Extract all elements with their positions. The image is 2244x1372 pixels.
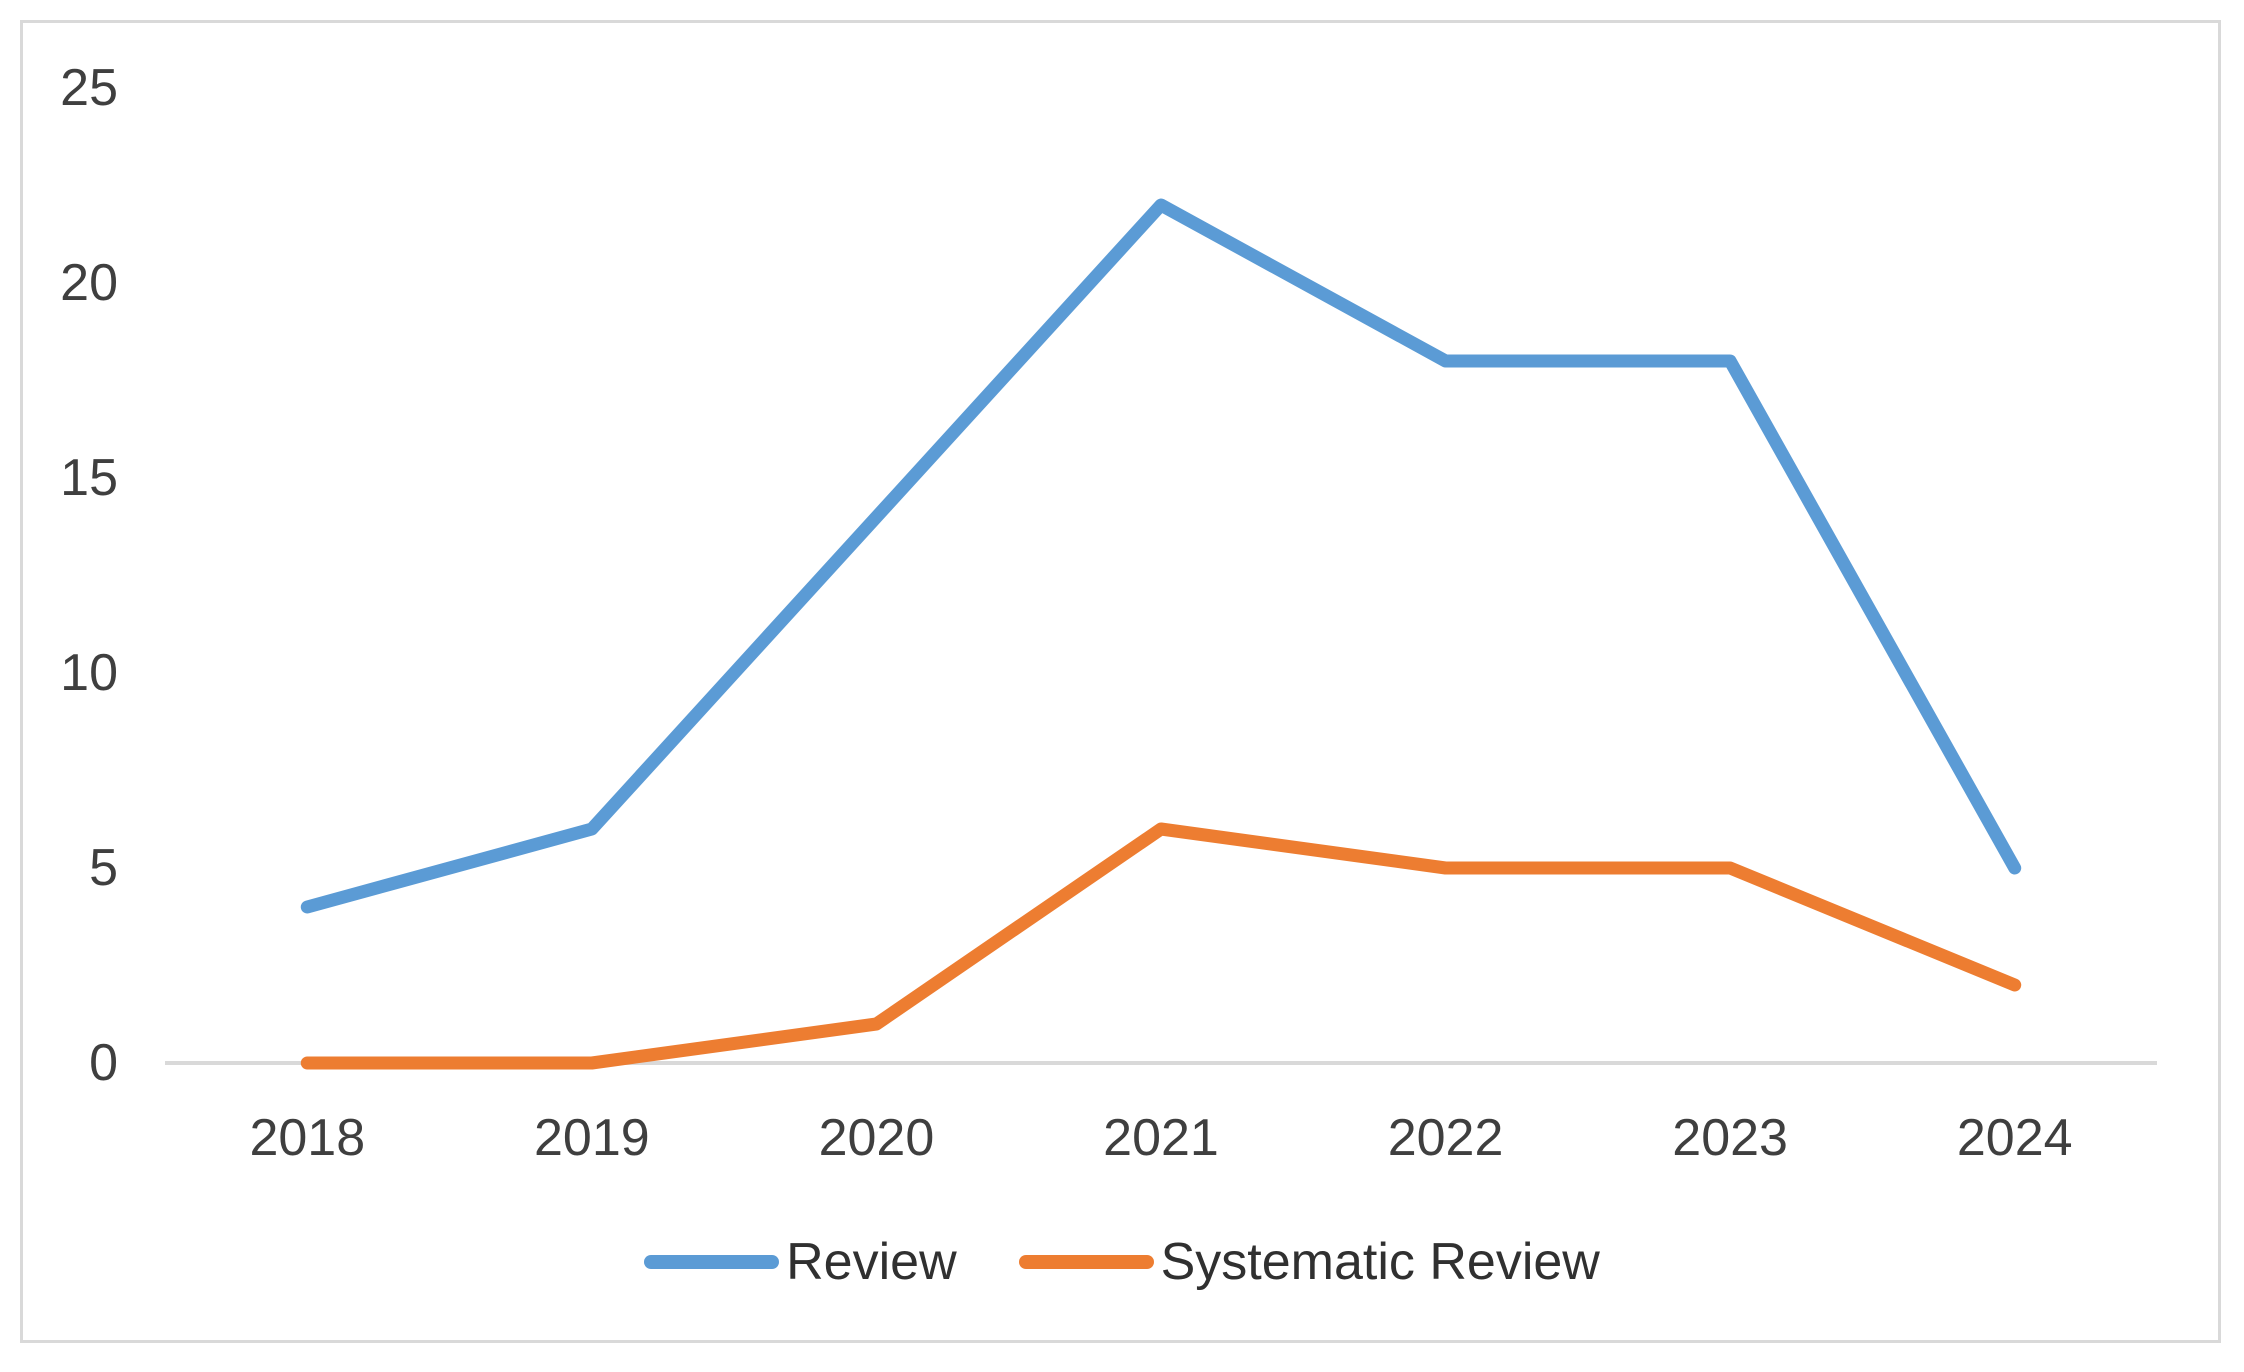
- systematic-review-line-series: [300, 822, 2022, 1070]
- review-line-series: [300, 198, 2022, 914]
